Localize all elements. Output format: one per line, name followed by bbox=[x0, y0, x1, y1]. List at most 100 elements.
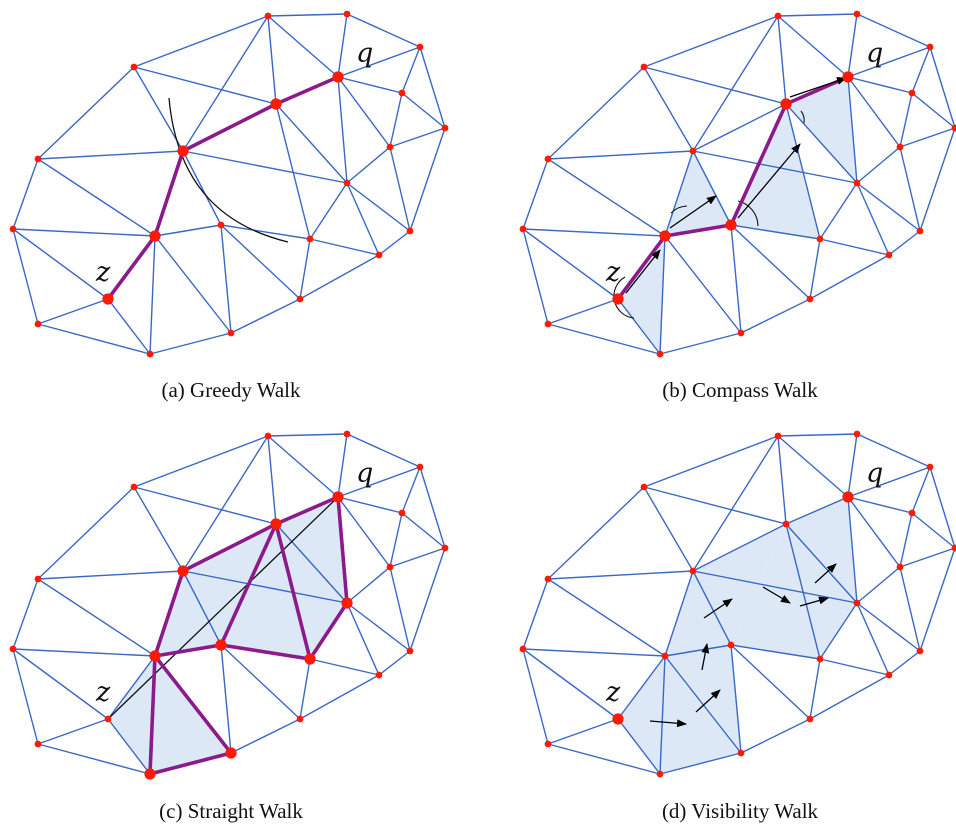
edge bbox=[389, 512, 403, 568]
edge bbox=[809, 674, 890, 720]
edge bbox=[12, 648, 156, 657]
vertex bbox=[916, 227, 924, 235]
edge bbox=[346, 182, 380, 256]
path-vertex bbox=[270, 98, 282, 110]
vertex bbox=[416, 463, 424, 471]
direction-arrow bbox=[625, 249, 661, 294]
edge bbox=[547, 298, 619, 325]
edge bbox=[785, 523, 821, 660]
edge bbox=[37, 158, 156, 237]
vertex bbox=[296, 715, 304, 723]
edge bbox=[275, 523, 348, 604]
edge bbox=[522, 648, 619, 720]
path-vertex bbox=[225, 747, 237, 759]
edge bbox=[785, 496, 849, 525]
edge bbox=[899, 146, 921, 232]
panel-greedy-walk: zq bbox=[9, 10, 449, 358]
shaded-triangle bbox=[665, 571, 731, 656]
edge bbox=[133, 66, 277, 105]
edge bbox=[309, 658, 380, 676]
vertex bbox=[544, 320, 552, 328]
path-edge bbox=[663, 223, 733, 238]
edge bbox=[888, 650, 921, 676]
label-q: q bbox=[866, 38, 883, 69]
path-edge bbox=[308, 601, 349, 661]
edge bbox=[785, 103, 858, 184]
distance-arc bbox=[168, 97, 289, 243]
edge bbox=[659, 332, 742, 355]
vertex bbox=[916, 647, 924, 655]
path-edge bbox=[153, 643, 223, 658]
label-z: z bbox=[95, 257, 111, 288]
caption-compass-walk: (b) Compass Walk bbox=[662, 378, 818, 402]
edge bbox=[692, 150, 858, 184]
edge bbox=[692, 570, 732, 646]
edge bbox=[230, 298, 301, 334]
path-vertex bbox=[780, 98, 792, 110]
edge bbox=[899, 566, 921, 652]
edge bbox=[547, 486, 645, 580]
vertex bbox=[441, 124, 449, 132]
edge bbox=[182, 435, 269, 572]
edge bbox=[730, 644, 742, 754]
edge bbox=[847, 76, 858, 184]
edge bbox=[12, 228, 39, 325]
edge bbox=[522, 158, 549, 230]
edge bbox=[664, 655, 742, 754]
vertex bbox=[146, 350, 154, 358]
vertex bbox=[217, 221, 225, 229]
vertex bbox=[544, 740, 552, 748]
shaded-triangle bbox=[660, 656, 741, 774]
edge bbox=[664, 235, 742, 334]
edge bbox=[275, 103, 348, 184]
label-z: z bbox=[605, 257, 621, 288]
path-edge bbox=[219, 643, 312, 661]
edge bbox=[419, 466, 446, 549]
path-edge bbox=[729, 102, 788, 227]
vertex bbox=[34, 740, 42, 748]
edge bbox=[730, 224, 742, 334]
caption-visibility-walk: (d) Visibility Walk bbox=[662, 799, 819, 823]
path-vertex bbox=[332, 71, 344, 83]
vertex bbox=[264, 12, 272, 20]
edge bbox=[819, 182, 858, 240]
edge bbox=[133, 66, 184, 152]
vertex bbox=[853, 430, 861, 438]
edge bbox=[547, 323, 661, 355]
edge bbox=[299, 658, 311, 720]
edge bbox=[309, 238, 380, 256]
edge bbox=[522, 228, 549, 325]
edge bbox=[401, 92, 446, 129]
edge bbox=[220, 224, 301, 300]
edge bbox=[346, 182, 411, 232]
path-vertex bbox=[177, 145, 189, 157]
edge bbox=[149, 332, 232, 355]
vertex bbox=[406, 227, 414, 235]
edge bbox=[37, 743, 151, 775]
shaded-triangle bbox=[786, 77, 857, 183]
direction-arrow bbox=[814, 563, 837, 584]
edge bbox=[522, 578, 549, 650]
edge bbox=[299, 254, 380, 300]
edge bbox=[378, 230, 411, 256]
edge bbox=[856, 566, 901, 604]
vertex bbox=[544, 155, 552, 163]
edge bbox=[12, 228, 156, 237]
path-edge bbox=[153, 569, 185, 658]
edge bbox=[777, 15, 849, 78]
vertex bbox=[9, 225, 17, 233]
label-q: q bbox=[356, 458, 373, 489]
edge bbox=[643, 15, 779, 68]
vertices bbox=[9, 430, 449, 780]
edge bbox=[809, 254, 890, 300]
vertex bbox=[386, 563, 394, 571]
edge bbox=[337, 46, 421, 78]
edge bbox=[337, 76, 391, 148]
edge bbox=[522, 228, 666, 237]
edge bbox=[107, 655, 156, 720]
shaded-triangle bbox=[731, 104, 820, 239]
path-vertex bbox=[304, 653, 316, 665]
shaded-region bbox=[618, 77, 857, 354]
edge bbox=[220, 224, 311, 240]
edge bbox=[346, 433, 421, 468]
